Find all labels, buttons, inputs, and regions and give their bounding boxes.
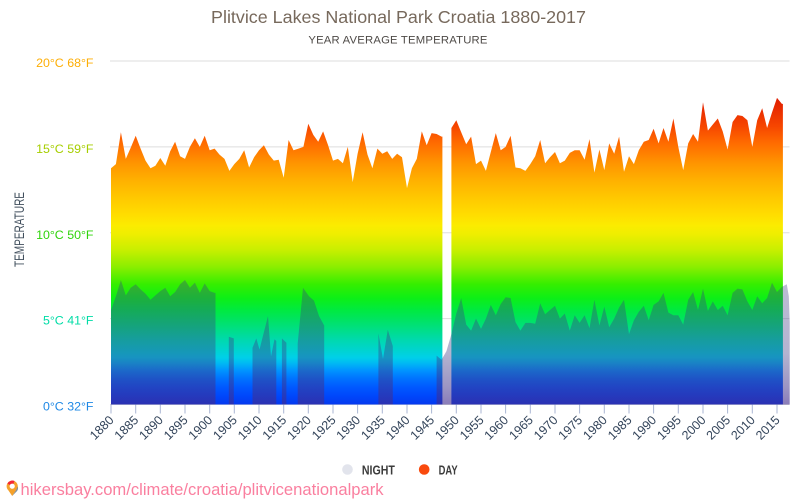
svg-text:Plitvice Lakes National Park C: Plitvice Lakes National Park Croatia 188…: [211, 7, 586, 27]
svg-text:10°C 50°F: 10°C 50°F: [36, 228, 94, 242]
svg-text:20°C 68°F: 20°C 68°F: [36, 56, 94, 70]
svg-text:YEAR AVERAGE TEMPERATURE: YEAR AVERAGE TEMPERATURE: [308, 35, 488, 47]
svg-text:NIGHT: NIGHT: [362, 463, 395, 477]
svg-text:5°C 41°F: 5°C 41°F: [43, 314, 94, 328]
svg-text:0°C 32°F: 0°C 32°F: [43, 400, 94, 414]
svg-text:hikersbay.com/climate/croatia/: hikersbay.com/climate/croatia/plitvicena…: [21, 480, 385, 499]
svg-text:15°C 59°F: 15°C 59°F: [36, 142, 94, 156]
svg-text:DAY: DAY: [439, 463, 458, 477]
svg-text:TEMPERATURE: TEMPERATURE: [11, 192, 27, 267]
